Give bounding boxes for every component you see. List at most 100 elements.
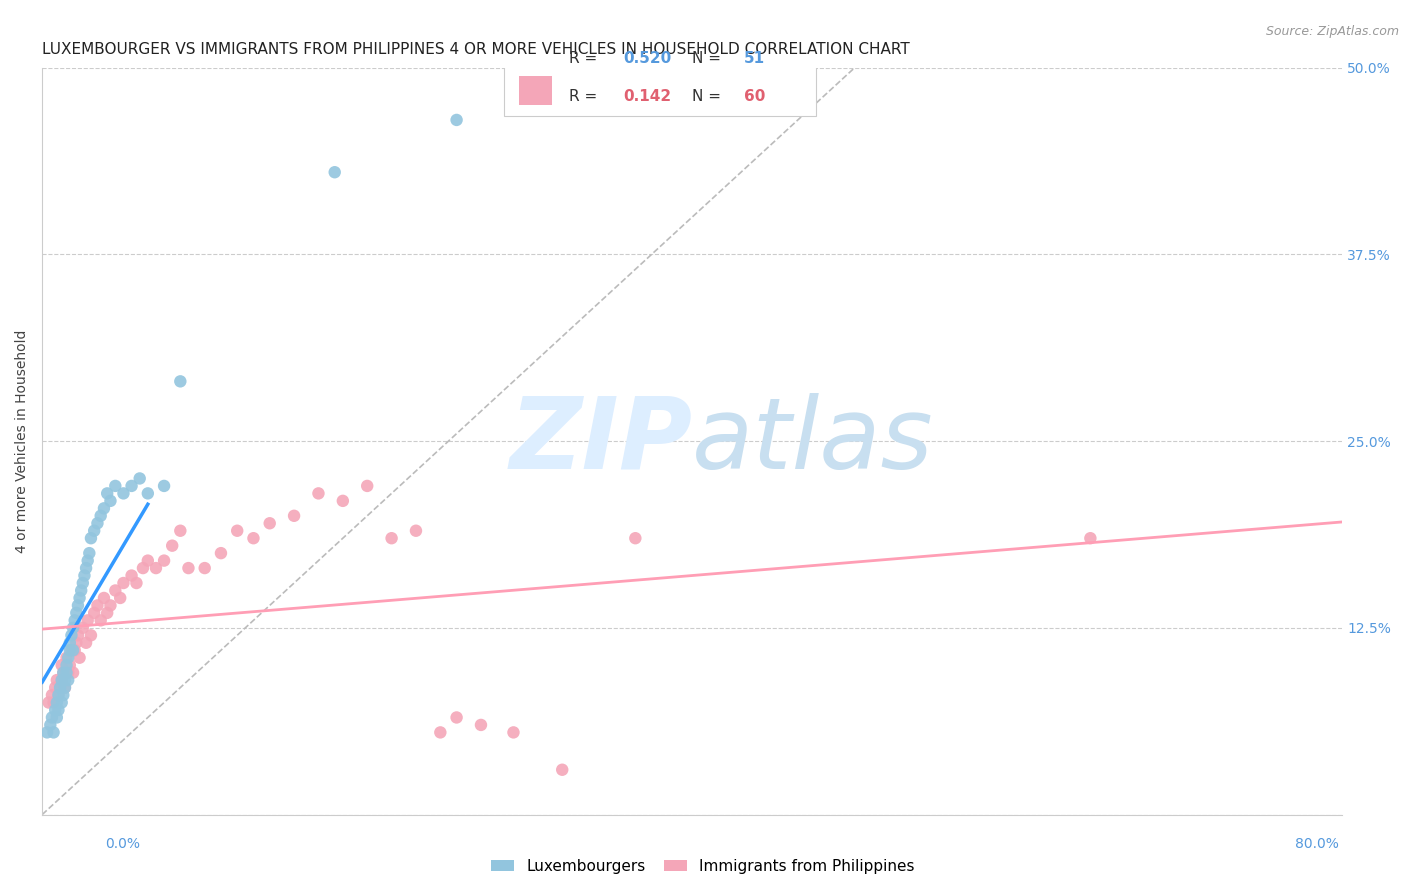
Point xyxy=(145,561,167,575)
Point xyxy=(53,681,76,695)
Point xyxy=(62,665,84,680)
FancyBboxPatch shape xyxy=(503,27,815,116)
Point xyxy=(79,546,101,560)
Point xyxy=(65,606,87,620)
Point xyxy=(62,643,84,657)
Point xyxy=(446,112,468,127)
Point xyxy=(42,725,65,739)
Point xyxy=(551,763,574,777)
Point xyxy=(259,516,281,531)
Point xyxy=(112,576,135,591)
Point xyxy=(60,628,83,642)
Point xyxy=(41,710,63,724)
Point xyxy=(69,650,91,665)
Point xyxy=(125,576,148,591)
Point xyxy=(44,703,66,717)
Point xyxy=(121,479,143,493)
Point xyxy=(49,681,72,695)
Point xyxy=(51,696,73,710)
Point xyxy=(86,516,108,531)
Bar xyxy=(519,38,551,68)
Point xyxy=(63,643,86,657)
Point xyxy=(446,710,468,724)
Point xyxy=(41,688,63,702)
Text: N =: N = xyxy=(692,51,725,66)
Point xyxy=(59,658,82,673)
Point xyxy=(51,673,73,687)
Point xyxy=(52,688,75,702)
Point xyxy=(100,599,122,613)
Point xyxy=(63,613,86,627)
Point xyxy=(83,606,105,620)
Point xyxy=(58,673,80,687)
Point xyxy=(90,613,112,627)
Text: 0.520: 0.520 xyxy=(623,51,672,66)
Point xyxy=(35,725,58,739)
Point xyxy=(65,636,87,650)
Point xyxy=(136,486,159,500)
Point xyxy=(58,650,80,665)
Point xyxy=(53,673,76,687)
Point xyxy=(58,665,80,680)
Text: 0.142: 0.142 xyxy=(623,88,672,103)
Point xyxy=(121,568,143,582)
Point xyxy=(132,561,155,575)
Point xyxy=(80,531,103,545)
Point xyxy=(194,561,217,575)
Point xyxy=(62,621,84,635)
Text: 0.0%: 0.0% xyxy=(105,837,141,851)
Point xyxy=(80,628,103,642)
Point xyxy=(76,613,98,627)
Point xyxy=(86,599,108,613)
Point xyxy=(51,658,73,673)
Point xyxy=(283,508,305,523)
Point xyxy=(55,658,77,673)
Point xyxy=(153,553,176,567)
Point xyxy=(226,524,249,538)
Point xyxy=(470,718,492,732)
Point xyxy=(169,524,191,538)
Y-axis label: 4 or more Vehicles in Household: 4 or more Vehicles in Household xyxy=(15,329,30,553)
Text: LUXEMBOURGER VS IMMIGRANTS FROM PHILIPPINES 4 OR MORE VEHICLES IN HOUSEHOLD CORR: LUXEMBOURGER VS IMMIGRANTS FROM PHILIPPI… xyxy=(42,42,910,57)
Point xyxy=(104,479,127,493)
Text: R =: R = xyxy=(568,88,602,103)
Point xyxy=(70,583,93,598)
Point xyxy=(38,696,60,710)
Point xyxy=(381,531,404,545)
Point xyxy=(108,591,131,605)
Point xyxy=(136,553,159,567)
Point xyxy=(42,696,65,710)
Point xyxy=(72,576,94,591)
Point xyxy=(59,643,82,657)
Point xyxy=(93,501,115,516)
Point xyxy=(51,673,73,687)
Point xyxy=(83,524,105,538)
Point xyxy=(45,673,67,687)
Point xyxy=(45,696,67,710)
Bar xyxy=(519,76,551,105)
Point xyxy=(76,553,98,567)
Point xyxy=(153,479,176,493)
Point xyxy=(405,524,427,538)
Point xyxy=(48,703,70,717)
Point xyxy=(96,606,118,620)
Point xyxy=(1080,531,1102,545)
Point xyxy=(45,710,67,724)
Point xyxy=(75,636,97,650)
Point xyxy=(100,493,122,508)
Point xyxy=(104,583,127,598)
Point xyxy=(60,643,83,657)
Point xyxy=(66,628,89,642)
Point xyxy=(177,561,200,575)
Point xyxy=(48,688,70,702)
Text: Source: ZipAtlas.com: Source: ZipAtlas.com xyxy=(1265,25,1399,38)
Point xyxy=(624,531,647,545)
Point xyxy=(73,568,96,582)
Point xyxy=(75,561,97,575)
Text: R =: R = xyxy=(568,51,602,66)
Point xyxy=(332,493,354,508)
Point xyxy=(96,486,118,500)
Point xyxy=(209,546,232,560)
Point xyxy=(308,486,330,500)
Point xyxy=(59,636,82,650)
